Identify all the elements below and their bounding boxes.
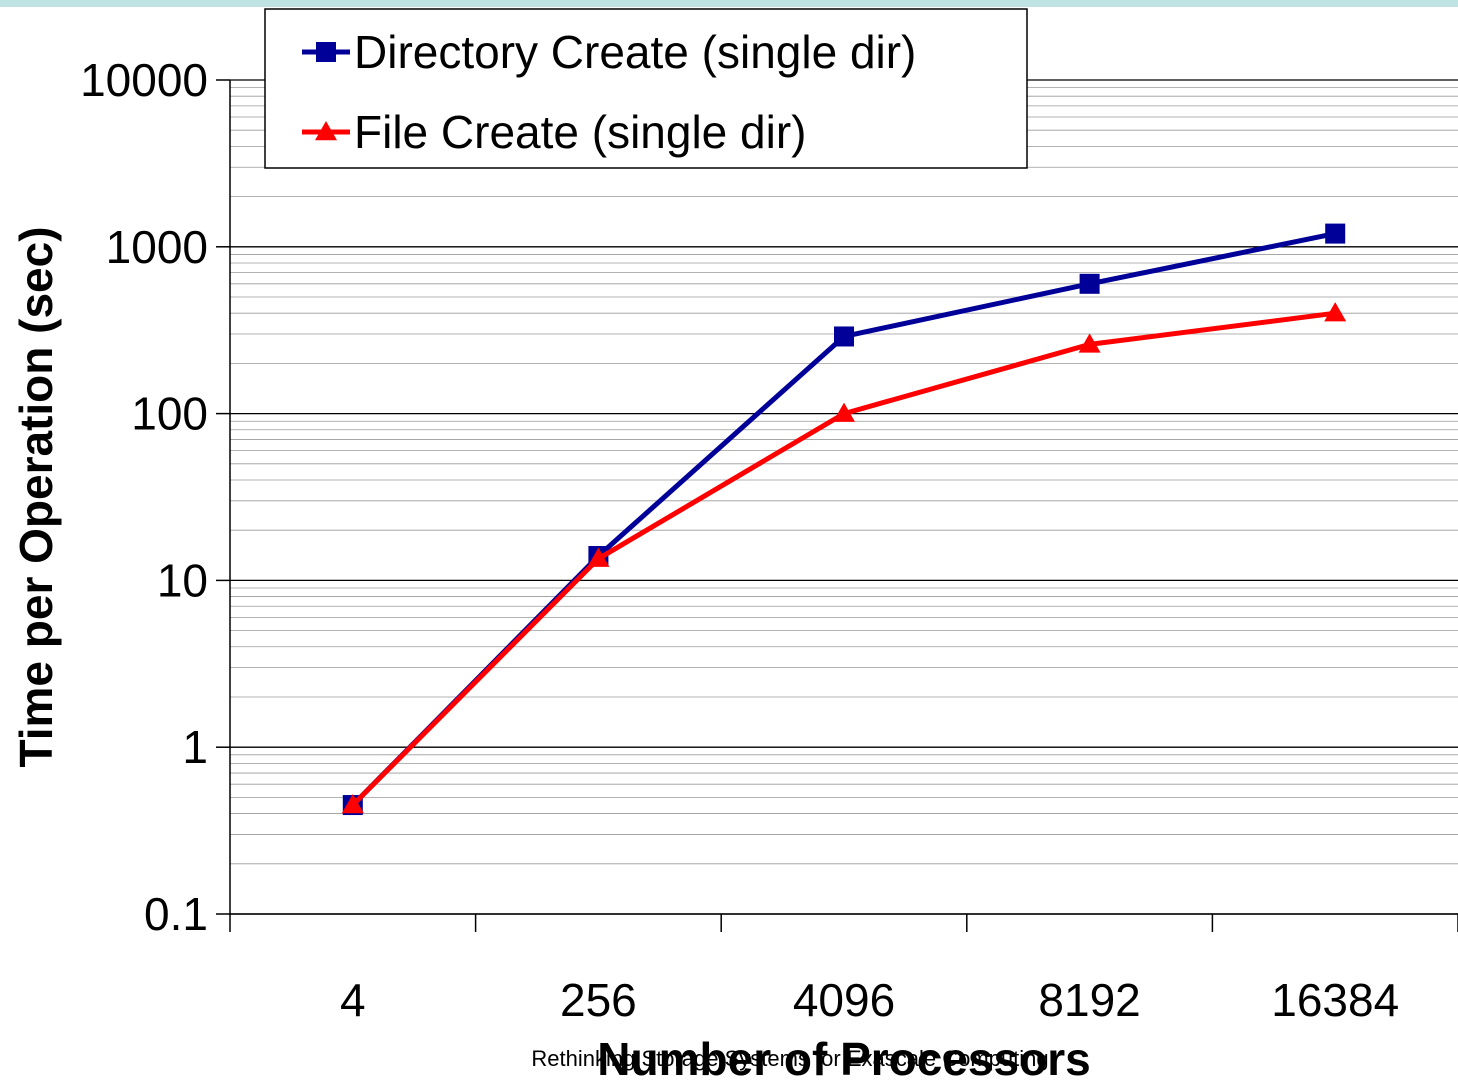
data-point-triangle bbox=[315, 121, 337, 141]
y-tick-label: 100 bbox=[131, 388, 208, 440]
legend-label: Directory Create (single dir) bbox=[354, 26, 916, 78]
data-point-triangle bbox=[1078, 333, 1101, 353]
x-tick-label: 4 bbox=[340, 974, 366, 1026]
x-tick-label: 256 bbox=[560, 974, 637, 1026]
x-axis-title: Number of Processors bbox=[597, 1033, 1090, 1081]
data-point-triangle bbox=[1324, 302, 1347, 322]
legend-label: File Create (single dir) bbox=[354, 106, 806, 158]
y-tick-label: 1000 bbox=[106, 221, 208, 273]
x-tick-label: 16384 bbox=[1271, 974, 1399, 1026]
series-layer bbox=[341, 223, 1347, 816]
y-tick-labels: 0.1 1 10 100 1000 10000 bbox=[80, 54, 208, 940]
footer-text: Rethinking Storage Systems for Exascale … bbox=[531, 1046, 1048, 1071]
x-tick-label: 4096 bbox=[793, 974, 895, 1026]
y-tick-label: 10 bbox=[157, 554, 208, 606]
legend-item: Directory Create (single dir) bbox=[302, 26, 916, 78]
series-file-create bbox=[341, 302, 1347, 814]
x-tick-labels: 4 256 4096 8192 16384 bbox=[340, 974, 1399, 1026]
y-tick-label: 0.1 bbox=[144, 888, 208, 940]
data-point-triangle bbox=[341, 794, 364, 814]
y-axis-title: Time per Operation (sec) bbox=[10, 226, 62, 767]
data-point-triangle bbox=[587, 547, 610, 567]
data-point-triangle bbox=[833, 402, 855, 422]
slide-top-band bbox=[0, 0, 1458, 7]
data-point-square bbox=[1079, 273, 1100, 294]
x-tick-label: 8192 bbox=[1038, 974, 1140, 1026]
y-tick-label: 1 bbox=[182, 721, 208, 773]
data-point-square bbox=[1325, 223, 1346, 244]
y-tick-label: 10000 bbox=[80, 54, 208, 106]
axes bbox=[216, 79, 1458, 932]
data-point-square bbox=[316, 42, 336, 62]
legend: Directory Create (single dir) File Create… bbox=[264, 8, 1028, 169]
data-point-square bbox=[834, 326, 854, 347]
legend-items: Directory Create (single dir) File Create… bbox=[302, 26, 916, 158]
legend-box bbox=[264, 8, 1028, 169]
plot-area bbox=[230, 80, 1458, 914]
legend-item: File Create (single dir) bbox=[302, 106, 806, 158]
